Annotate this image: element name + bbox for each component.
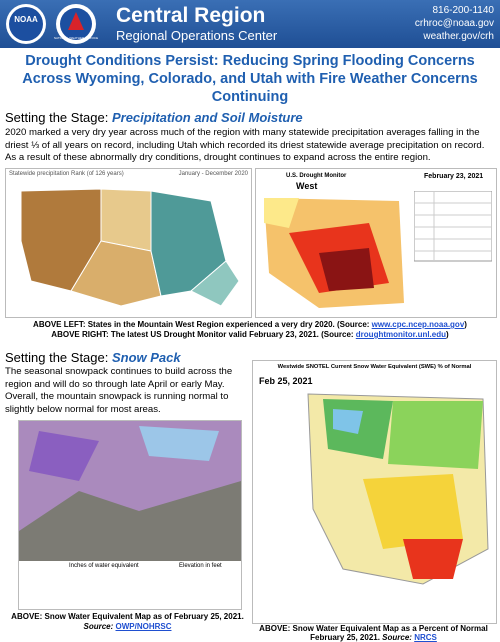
stats-table	[414, 191, 492, 262]
map-graphic	[20, 188, 240, 307]
link[interactable]: NRCS	[414, 633, 437, 642]
paragraph: The seasonal snowpack continues to build…	[5, 366, 233, 415]
map-graphic	[307, 393, 489, 585]
caption-text: ABOVE: Snow Water Equivalent Map as of F…	[11, 612, 244, 621]
link[interactable]: OWP/NOHRSC	[115, 622, 172, 631]
map-title: Statewide precipitation Rank (of 126 yea…	[9, 171, 124, 177]
legend: Inches of water equivalent Elevation in …	[19, 561, 241, 609]
heading-text: Setting the Stage:	[5, 350, 112, 365]
legend-title: Inches of water equivalent	[69, 563, 139, 569]
caption: ABOVE RIGHT: The latest US Drought Monit…	[0, 330, 500, 339]
link[interactable]: www.cpc.ncep.noaa.gov	[371, 320, 465, 329]
contact: 816-200-1140 crhroc@noaa.gov weather.gov…	[415, 4, 494, 43]
caption: ABOVE: Snow Water Equivalent Map as of F…	[5, 612, 250, 632]
paragraph: 2020 marked a very dry year across much …	[5, 127, 485, 163]
caption: ABOVE: Snow Water Equivalent Map as a Pe…	[252, 624, 495, 642]
section-heading: Setting the Stage: Precipitation and Soi…	[5, 110, 303, 125]
snotel-map: Westwide SNOTEL Current Snow Water Equiv…	[252, 360, 497, 624]
nws-logo: NATIONAL WEATHER SERVICE	[54, 36, 98, 40]
caption-text: )	[464, 320, 467, 329]
map-date: February 23, 2021	[424, 173, 484, 180]
email: crhroc@noaa.gov	[414, 18, 494, 29]
header-title: Central Region	[116, 4, 266, 27]
map-graphic	[264, 198, 404, 308]
heading-em: Snow Pack	[111, 350, 181, 365]
drought-map: U.S. Drought Monitor West February 23, 2…	[255, 168, 497, 318]
title: Drought Conditions Persist: Reducing Spr…	[22, 53, 478, 105]
section-heading: Setting the Stage: Snow Pack	[5, 350, 181, 365]
caption: ABOVE LEFT: States in the Mountain West …	[0, 320, 500, 329]
caption-text: Source:	[382, 633, 415, 642]
map-region: West	[296, 181, 318, 191]
phone: 816-200-1140	[432, 5, 494, 16]
map-date: Feb 25, 2021	[259, 376, 313, 386]
caption-text: Source:	[83, 622, 116, 631]
caption-text: February 25, 2021.	[310, 633, 383, 642]
map-title: U.S. Drought Monitor	[286, 173, 347, 179]
map-period: January - December 2020	[178, 171, 248, 177]
map-graphic	[19, 421, 241, 531]
precip-map: Statewide precipitation Rank (of 126 yea…	[5, 168, 252, 318]
caption-text: ABOVE LEFT: States in the Mountain West …	[33, 320, 372, 329]
heading-text: Setting the Stage:	[5, 110, 112, 125]
web: weather.gov/crh	[423, 31, 494, 42]
header: NOAA NATIONAL WEATHER SERVICE Central Re…	[0, 0, 500, 48]
link[interactable]: droughtmonitor.unl.edu	[355, 330, 447, 339]
map-title: Westwide SNOTEL Current Snow Water Equiv…	[277, 364, 472, 370]
caption-text: ABOVE: Snow Water Equivalent Map as a Pe…	[259, 624, 488, 633]
header-subtitle: Regional Operations Center	[116, 28, 278, 43]
noaa-logo: NOAA	[14, 15, 38, 24]
swe-map: Inches of water equivalent Elevation in …	[18, 420, 242, 610]
caption-text: ABOVE RIGHT: The latest US Drought Monit…	[51, 330, 356, 339]
caption-text: )	[446, 330, 449, 339]
legend-title: Elevation in feet	[179, 563, 222, 569]
heading-em: Precipitation and Soil Moisture	[111, 110, 303, 125]
logos: NOAA NATIONAL WEATHER SERVICE	[6, 4, 98, 44]
